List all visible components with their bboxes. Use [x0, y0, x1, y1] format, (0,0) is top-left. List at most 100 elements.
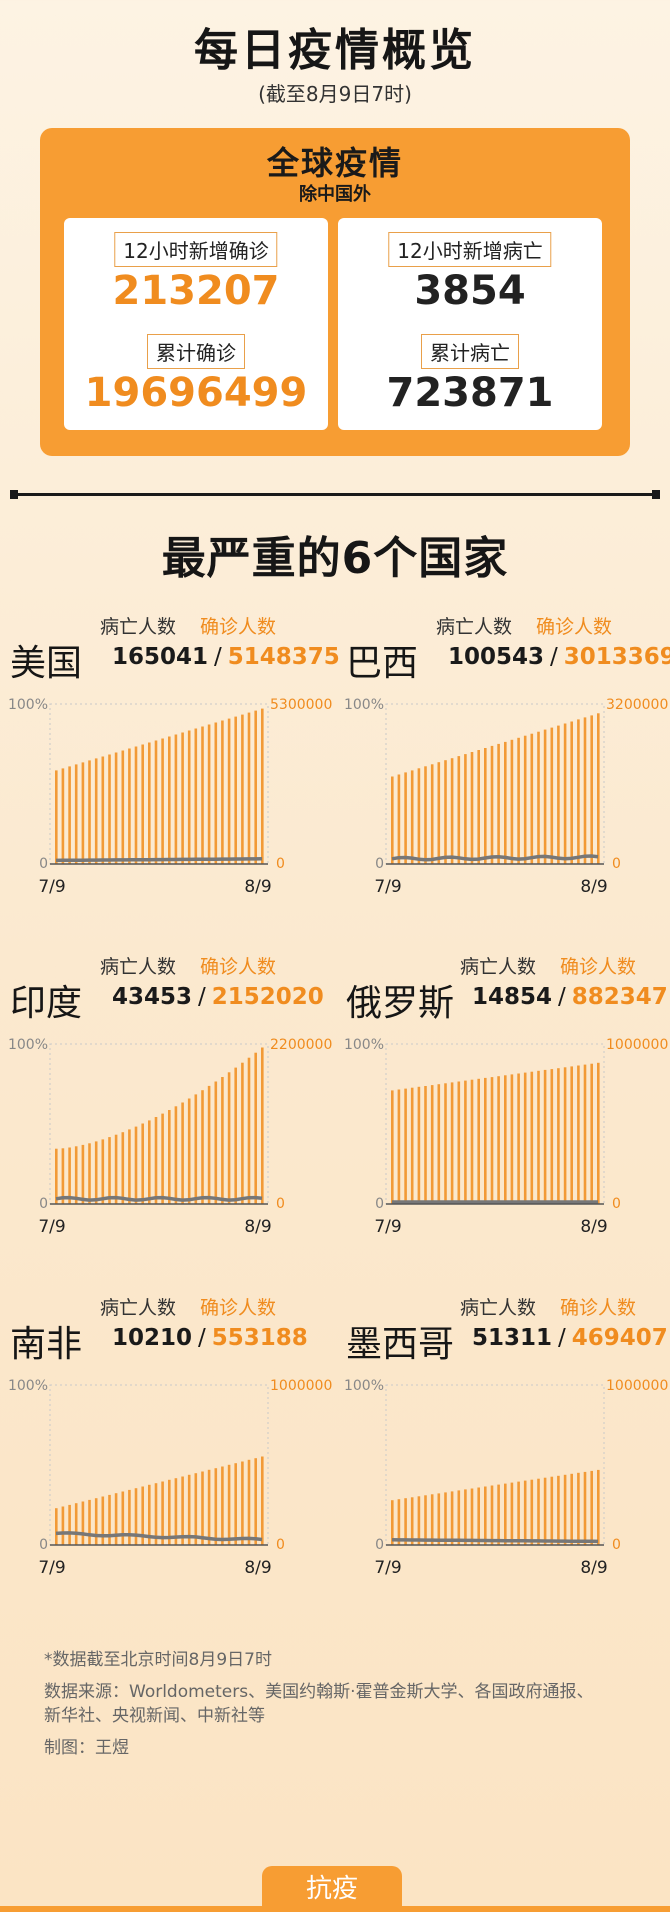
confirmed-bar: [261, 708, 264, 864]
confirmed-bar: [510, 739, 514, 864]
confirmed-bar: [68, 766, 71, 864]
confirmed-bar: [148, 1120, 151, 1204]
confirmed-bar: [583, 1064, 587, 1204]
confirmed-value: 882347: [571, 984, 668, 1010]
confirmed-bar: [214, 1468, 218, 1545]
confirmed-bar: [424, 1495, 427, 1545]
tab-kangyi[interactable]: 抗疫: [262, 1866, 402, 1912]
confirmed-bar: [128, 1129, 131, 1204]
confirmed-label: 确诊人数: [200, 956, 277, 978]
country-name: 印度: [10, 983, 83, 1024]
confirmed-bar: [497, 743, 500, 864]
confirmed-label: 确诊人数: [560, 1297, 637, 1319]
left-axis-zero: 0: [39, 856, 48, 872]
confirmed-bar: [214, 1081, 218, 1204]
confirmed-bar: [101, 756, 105, 864]
confirmed-bar: [484, 748, 487, 864]
deaths-label: 病亡人数: [460, 956, 537, 978]
confirmed-bar: [254, 1052, 257, 1204]
confirmed-bar: [510, 1482, 514, 1545]
confirmed-bar: [523, 1072, 527, 1204]
deaths-value: 14854: [472, 984, 553, 1010]
country-chart: 100% 0 1000000 0 7/9 8/9: [344, 1037, 668, 1237]
confirmed-bar: [504, 741, 507, 864]
confirmed-bar: [437, 1493, 441, 1545]
confirmed-bar: [194, 1094, 198, 1204]
deaths-label: 病亡人数: [100, 616, 177, 638]
confirmed-bar: [510, 1074, 514, 1204]
confirmed-bar: [121, 750, 125, 864]
confirmed-bar: [563, 1067, 567, 1204]
left-axis-max: 100%: [344, 1378, 384, 1394]
right-axis-max: 1000000: [270, 1378, 332, 1394]
confirmed-bar: [221, 1077, 224, 1204]
country-us: 美国 病亡人数 确诊人数 165041/5148375 100% 0 5300000 0 7/9…: [0, 612, 340, 942]
confirmed-bar: [221, 720, 224, 864]
right-axis-zero: 0: [276, 856, 285, 872]
confirmed-bar: [74, 1146, 78, 1204]
right-axis-max: 2200000: [270, 1037, 332, 1053]
confirmed-bar: [444, 1492, 447, 1545]
left-axis-zero: 0: [375, 856, 384, 872]
confirmed-bar: [557, 1475, 560, 1545]
confirmed-bar: [241, 1461, 244, 1545]
confirmed-bar: [457, 1490, 461, 1545]
confirmed-bar: [55, 1508, 58, 1545]
confirmed-bar: [397, 1499, 401, 1545]
global-summary-box: 全球疫情 除中国外 12小时新增确诊 213207 累计确诊 19696499 …: [40, 128, 630, 456]
confirmed-bar: [74, 1503, 78, 1545]
confirmed-bar: [108, 1137, 111, 1204]
confirmed-bar: [261, 1456, 264, 1545]
confirmed-bar: [174, 1106, 178, 1204]
confirmed-bar: [174, 734, 178, 864]
confirmed-bar: [181, 1476, 184, 1545]
confirmed-bar: [444, 760, 447, 864]
country-name: 俄罗斯: [346, 983, 455, 1024]
separator: /: [558, 1325, 566, 1351]
confirmed-bar: [437, 762, 441, 864]
confirmed-bar: [187, 730, 191, 864]
confirmed-bar: [490, 1077, 494, 1204]
confirmed-bar: [517, 737, 520, 864]
confirmed-bar: [450, 1082, 454, 1204]
confirmed-bar: [543, 1069, 547, 1204]
total-confirmed-label: 累计确诊: [147, 334, 245, 369]
country-name: 墨西哥: [346, 1324, 455, 1365]
confirmed-bar: [161, 738, 164, 864]
confirmed-bar: [61, 1506, 65, 1545]
confirmed-bar: [134, 1126, 138, 1204]
deaths-value: 100543: [448, 644, 545, 670]
new-deaths-value: 3854: [414, 268, 526, 314]
confirmed-bar: [577, 719, 580, 864]
confirmed-bar: [94, 1141, 98, 1204]
confirmed-bar: [424, 1086, 427, 1204]
x-axis-start: 7/9: [374, 1558, 401, 1578]
confirmed-bar: [430, 1494, 434, 1545]
confirmed-value: 2152020: [211, 984, 324, 1010]
confirmed-bar: [457, 756, 461, 864]
confirmed-bar: [504, 1075, 507, 1204]
confirmed-bar: [391, 776, 394, 864]
x-axis-start: 7/9: [374, 877, 401, 897]
global-title: 全球疫情: [266, 144, 403, 182]
confirmed-bar: [404, 1498, 407, 1545]
separator: /: [214, 644, 222, 670]
country-numbers: 51311/469407: [472, 1325, 668, 1351]
confirmed-bar: [234, 716, 237, 864]
confirmed-bar: [410, 1087, 414, 1204]
left-axis-zero: 0: [39, 1196, 48, 1212]
country-chart: 100% 0 1000000 0 7/9 8/9: [8, 1378, 332, 1578]
confirmed-bar: [597, 713, 600, 864]
confirmed-bar: [227, 718, 231, 864]
confirmed-value: 3013369: [563, 644, 670, 670]
confirmed-bar: [128, 1489, 131, 1545]
left-axis-zero: 0: [375, 1196, 384, 1212]
confirmed-bar: [121, 1132, 125, 1204]
deaths-value: 165041: [112, 644, 209, 670]
confirmed-bar: [597, 1062, 600, 1204]
confirmed-bar: [477, 1487, 480, 1545]
confirmed-bar: [227, 1464, 231, 1545]
country-chart: 100% 0 2200000 0 7/9 8/9: [8, 1037, 332, 1237]
country-numbers: 10210/553188: [112, 1325, 308, 1351]
confirmed-bar: [557, 1068, 560, 1204]
